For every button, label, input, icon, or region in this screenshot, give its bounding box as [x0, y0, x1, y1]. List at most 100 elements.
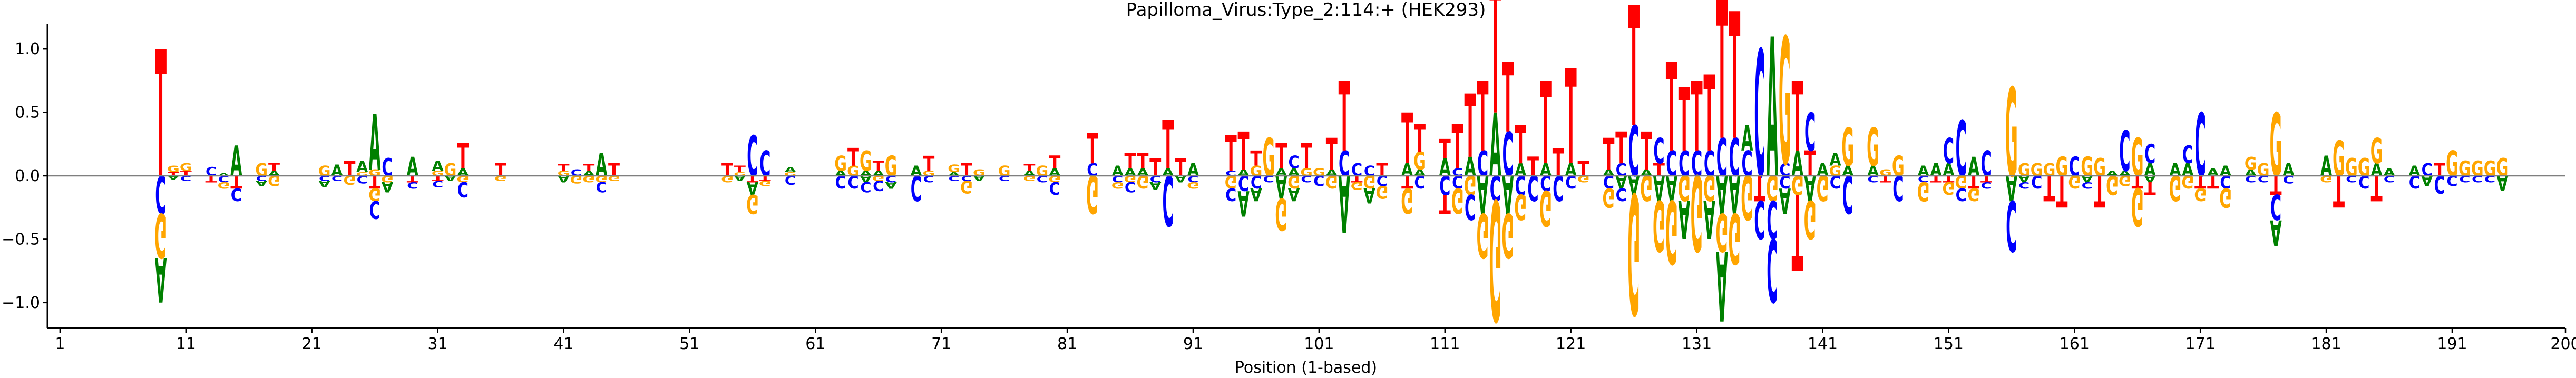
glyph-115-A-pos: A [1489, 95, 1501, 196]
glyph-162-C-neg: C [2082, 180, 2093, 191]
glyph-182-G-pos: G [2333, 131, 2345, 188]
glyph-166-G-pos: G [2131, 128, 2144, 188]
glyph-132-G-neg: G [1703, 167, 1716, 207]
glyph-173-G-neg: G [2219, 182, 2232, 213]
glyph-167-C-pos: C [2144, 139, 2155, 170]
glyph-128-G-neg: G [1653, 184, 1665, 266]
glyph-116-C-pos: C [1502, 120, 1514, 190]
glyph-103-A-neg: A [1338, 157, 1350, 247]
glyph-111-T-neg: T [1439, 188, 1451, 219]
glyph-140-A-neg: A [1804, 167, 1816, 207]
glyph-69-C-neg: C [911, 167, 922, 207]
glyph-111-A-pos: A [1439, 154, 1451, 182]
glyph-97-G-pos: G [1262, 128, 1275, 188]
axes: −1.0−0.50.00.51.01 11 21 31 41 51 61 71 81 91 101 1… [2, 24, 2576, 353]
glyph-103-C-pos: C [1339, 144, 1350, 184]
glyph-137-C-neg: C [1767, 188, 1778, 249]
glyph-160-T-neg: T [2056, 165, 2067, 216]
glyph-25-G-pos: G [356, 171, 368, 177]
glyph-106-T-pos: T [1376, 160, 1388, 180]
glyph-67-G-pos: G [885, 151, 897, 183]
glyph-15-T-neg: T [230, 172, 242, 192]
glyph-133-T-pos: T [1716, 0, 1728, 183]
glyph-55-T-pos: T [734, 164, 746, 174]
glyph-184-G-pos: G [2358, 154, 2370, 182]
y-tick-label: −1.0 [2, 294, 40, 312]
glyph-57-C-pos: C [759, 144, 770, 184]
x-tick-label: 91 [1183, 335, 1203, 353]
glyph-31-A-pos: A [432, 158, 444, 174]
glyph-87-G-neg: G [1137, 171, 1149, 191]
glyph-115-G-neg: G [1489, 162, 1501, 354]
glyph-111-T-pos: T [1439, 134, 1451, 164]
glyph-63-G-pos: G [834, 152, 847, 176]
glyph-195-G-pos: G [2496, 154, 2509, 182]
glyph-103-T-pos: T [1339, 62, 1350, 173]
glyph-17-A-neg: A [256, 179, 268, 187]
glyph-109-T-pos: T [1414, 117, 1426, 161]
glyph-151-G-neg: G [1943, 178, 1955, 198]
glyph-44-C-neg: C [596, 178, 607, 195]
x-tick-label: 141 [1808, 335, 1838, 353]
glyph-54-T-pos: T [721, 160, 734, 180]
glyph-193-C-neg: C [2472, 174, 2483, 184]
glyph-134-T-pos: T [1729, 0, 1740, 180]
glyph-86-T-pos: T [1125, 148, 1136, 173]
glyph-161-C-pos: C [2069, 152, 2080, 183]
glyph-164-G-neg: G [2106, 170, 2119, 201]
y-tick-label: 0.5 [15, 104, 40, 122]
glyph-157-C-neg: C [2018, 180, 2029, 191]
x-tick-label: 11 [176, 335, 196, 353]
glyph-134-C-pos: C [1729, 128, 1740, 188]
glyph-185-T-neg: T [2371, 167, 2383, 207]
glyph-26-T-neg: T [369, 172, 381, 192]
glyph-124-G-neg: G [1602, 182, 1615, 213]
glyph-63-C-neg: C [835, 171, 846, 191]
glyph-126-C-pos: C [1628, 111, 1640, 193]
glyph-73-G-neg: G [960, 176, 973, 196]
glyph-65-G-pos: G [860, 146, 872, 178]
glyph-9-C-neg: C [155, 163, 166, 224]
glyph-83-T-pos: T [1087, 125, 1098, 174]
glyph-45-T-pos: T [608, 160, 620, 180]
glyph-129-G-neg: G [1665, 181, 1678, 282]
glyph-128-A-neg: A [1653, 167, 1665, 207]
glyph-146-T-neg: T [1880, 173, 1892, 183]
glyph-56-C-pos: C [747, 125, 758, 190]
glyph-14-G-neg: G [218, 180, 230, 191]
glyph-113-G-neg: G [1464, 170, 1477, 201]
glyph-183-C-neg: C [2346, 174, 2357, 184]
glyph-116-T-pos: T [1502, 43, 1514, 154]
glyph-172-T-neg: T [2207, 172, 2219, 192]
glyph-90-A-neg: A [1175, 174, 1187, 184]
glyph-44-A-pos: A [596, 148, 607, 184]
glyph-119-G-neg: G [1539, 179, 1552, 236]
glyph-100-T-pos: T [1301, 137, 1312, 177]
glyph-117-T-pos: T [1515, 116, 1526, 176]
glyph-99-C-pos: C [1288, 153, 1299, 173]
glyph-169-G-neg: G [2169, 167, 2182, 207]
glyph-140-G-neg: G [1804, 188, 1817, 249]
glyph-99-A-neg: A [1288, 184, 1300, 204]
glyph-131-T-pos: T [1691, 62, 1703, 173]
glyph-106-G-neg: G [1375, 182, 1388, 202]
glyph-139-T-neg: T [1792, 170, 1803, 291]
glyph-102-G-neg: G [1325, 171, 1338, 191]
glyph-170-G-neg: G [2181, 171, 2194, 191]
glyph-113-C-neg: C [1465, 186, 1476, 226]
glyph-128-C-pos: C [1653, 132, 1664, 172]
glyph-120-T-pos: T [1553, 141, 1564, 185]
x-tick-label: 131 [1682, 335, 1712, 353]
x-tick-label: 161 [2060, 335, 2090, 353]
glyph-129-T-pos: T [1666, 38, 1677, 180]
glyph-90-T-pos: T [1175, 154, 1186, 182]
glyph-119-T-pos: T [1540, 59, 1552, 191]
glyph-124-T-pos: T [1603, 130, 1614, 180]
glyph-192-C-neg: C [2459, 174, 2470, 184]
glyph-122-T-pos: T [1578, 156, 1589, 181]
glyph-161-G-neg: G [2068, 171, 2081, 191]
glyph-163-G-pos: G [2093, 154, 2106, 182]
glyph-86-C-neg: C [1125, 178, 1136, 195]
glyph-121-C-neg: C [1565, 171, 1576, 191]
